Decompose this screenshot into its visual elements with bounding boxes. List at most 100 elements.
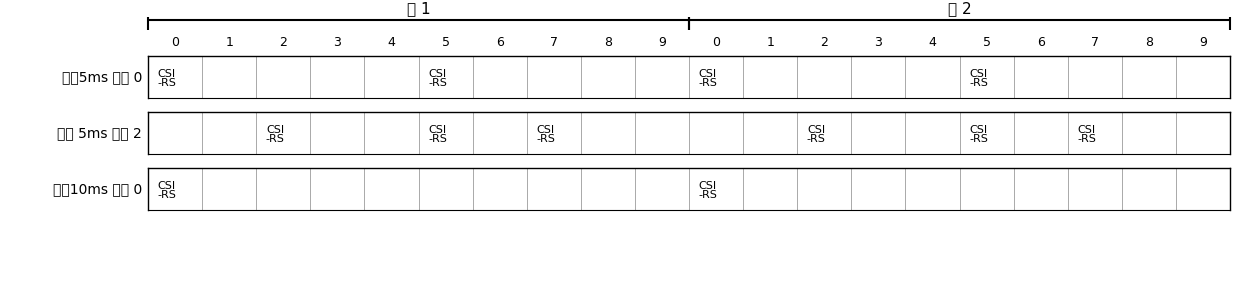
Text: -RS: -RS bbox=[265, 134, 285, 144]
Bar bbox=[1122, 168, 1176, 210]
Bar bbox=[797, 168, 852, 210]
Text: 帧 2: 帧 2 bbox=[947, 1, 971, 16]
Text: CSI: CSI bbox=[157, 181, 176, 191]
Text: 周期5ms 偏移 0: 周期5ms 偏移 0 bbox=[62, 70, 143, 84]
Bar bbox=[365, 56, 419, 98]
Bar bbox=[905, 168, 960, 210]
Bar bbox=[797, 112, 852, 154]
Text: CSI: CSI bbox=[157, 69, 176, 79]
Bar bbox=[472, 168, 527, 210]
Text: 7: 7 bbox=[549, 35, 558, 48]
Text: -RS: -RS bbox=[537, 134, 556, 144]
Bar bbox=[1068, 112, 1122, 154]
Bar bbox=[1122, 112, 1176, 154]
Text: CSI: CSI bbox=[698, 69, 717, 79]
Text: CSI: CSI bbox=[698, 181, 717, 191]
Bar bbox=[148, 168, 202, 210]
Bar bbox=[960, 112, 1013, 154]
Bar bbox=[527, 168, 580, 210]
Bar bbox=[257, 56, 310, 98]
Text: 5: 5 bbox=[982, 35, 991, 48]
Text: 5: 5 bbox=[441, 35, 450, 48]
Text: CSI: CSI bbox=[265, 125, 284, 135]
Text: -RS: -RS bbox=[157, 78, 176, 88]
Bar bbox=[852, 112, 905, 154]
Bar bbox=[202, 112, 257, 154]
Bar bbox=[365, 112, 419, 154]
Text: -RS: -RS bbox=[970, 78, 988, 88]
Bar bbox=[257, 112, 310, 154]
Bar bbox=[419, 56, 472, 98]
Text: -RS: -RS bbox=[428, 78, 448, 88]
Bar bbox=[1176, 56, 1230, 98]
Text: 9: 9 bbox=[1199, 35, 1207, 48]
Bar bbox=[202, 56, 257, 98]
Bar bbox=[1068, 56, 1122, 98]
Bar bbox=[580, 112, 635, 154]
Text: -RS: -RS bbox=[698, 78, 718, 88]
Bar bbox=[852, 56, 905, 98]
Bar bbox=[1013, 112, 1068, 154]
Text: -RS: -RS bbox=[428, 134, 448, 144]
Text: 4: 4 bbox=[388, 35, 396, 48]
Text: 0: 0 bbox=[712, 35, 720, 48]
Text: -RS: -RS bbox=[1078, 134, 1096, 144]
Text: CSI: CSI bbox=[970, 125, 987, 135]
Text: -RS: -RS bbox=[970, 134, 988, 144]
Bar bbox=[689, 112, 743, 154]
Bar bbox=[852, 168, 905, 210]
Bar bbox=[1176, 168, 1230, 210]
Text: 6: 6 bbox=[1037, 35, 1044, 48]
Bar bbox=[310, 56, 365, 98]
Text: -RS: -RS bbox=[698, 190, 718, 200]
Bar bbox=[689, 168, 743, 210]
Text: CSI: CSI bbox=[428, 125, 446, 135]
Text: CSI: CSI bbox=[807, 125, 825, 135]
Text: 1: 1 bbox=[766, 35, 774, 48]
Bar bbox=[527, 112, 580, 154]
Bar bbox=[743, 168, 797, 210]
Bar bbox=[472, 112, 527, 154]
Bar bbox=[905, 112, 960, 154]
Bar bbox=[257, 168, 310, 210]
Bar bbox=[689, 56, 743, 98]
Text: 3: 3 bbox=[874, 35, 883, 48]
Text: 2: 2 bbox=[821, 35, 828, 48]
Bar bbox=[743, 112, 797, 154]
Text: 3: 3 bbox=[334, 35, 341, 48]
Bar bbox=[635, 56, 689, 98]
Bar bbox=[202, 168, 257, 210]
Text: 周期 5ms 偏移 2: 周期 5ms 偏移 2 bbox=[57, 126, 143, 140]
Bar bbox=[960, 56, 1013, 98]
Text: CSI: CSI bbox=[428, 69, 446, 79]
Bar bbox=[310, 168, 365, 210]
Bar bbox=[472, 56, 527, 98]
Text: -RS: -RS bbox=[807, 134, 826, 144]
Text: CSI: CSI bbox=[970, 69, 987, 79]
Bar bbox=[148, 56, 202, 98]
Bar bbox=[1013, 168, 1068, 210]
Bar bbox=[310, 112, 365, 154]
Bar bbox=[905, 56, 960, 98]
Bar bbox=[635, 168, 689, 210]
Text: 8: 8 bbox=[1145, 35, 1153, 48]
Bar bbox=[1068, 168, 1122, 210]
Bar bbox=[1176, 112, 1230, 154]
Text: -RS: -RS bbox=[157, 190, 176, 200]
Bar bbox=[797, 56, 852, 98]
Text: 6: 6 bbox=[496, 35, 503, 48]
Text: 0: 0 bbox=[171, 35, 179, 48]
Text: 9: 9 bbox=[658, 35, 666, 48]
Bar bbox=[1122, 56, 1176, 98]
Bar bbox=[148, 112, 202, 154]
Text: 1: 1 bbox=[226, 35, 233, 48]
Bar bbox=[580, 168, 635, 210]
Text: 4: 4 bbox=[929, 35, 936, 48]
Text: 2: 2 bbox=[279, 35, 288, 48]
Bar bbox=[743, 56, 797, 98]
Bar bbox=[365, 168, 419, 210]
Bar bbox=[580, 56, 635, 98]
Text: 8: 8 bbox=[604, 35, 611, 48]
Text: 帧 1: 帧 1 bbox=[407, 1, 430, 16]
Bar bbox=[1013, 56, 1068, 98]
